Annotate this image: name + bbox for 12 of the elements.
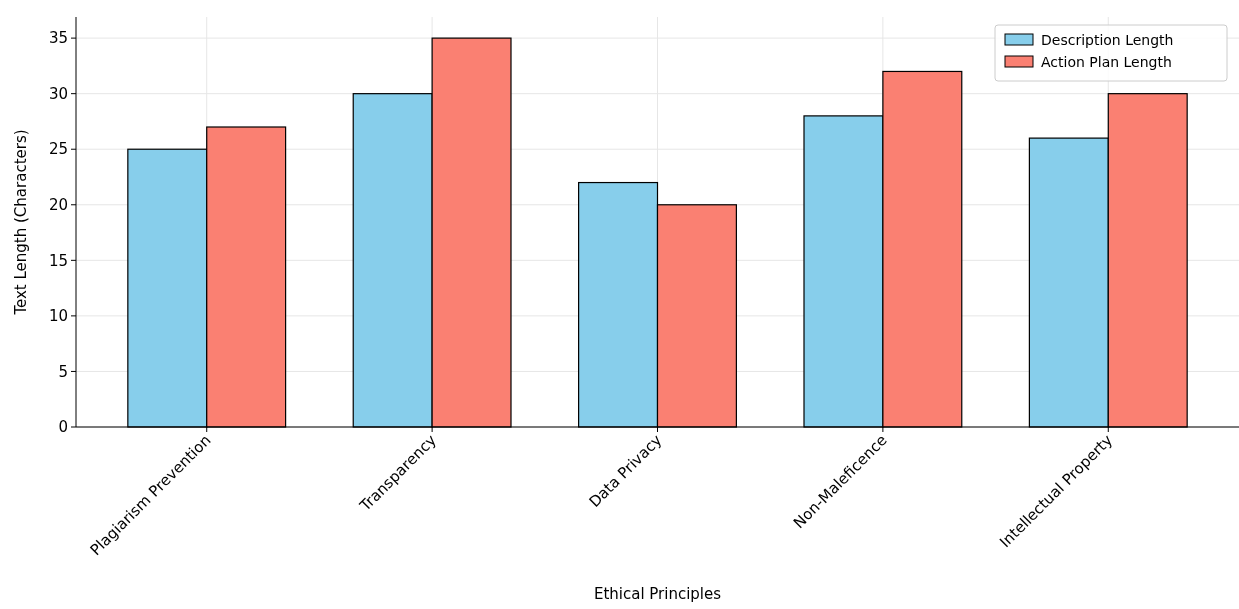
y-tick-label: 10 — [48, 307, 68, 326]
legend-label: Description Length — [1041, 31, 1174, 48]
y-tick-label: 5 — [58, 362, 68, 381]
y-tick-label: 25 — [48, 140, 68, 159]
y-tick-label: 15 — [48, 251, 68, 270]
y-tick-label: 35 — [48, 29, 68, 48]
y-axis-title: Text Length (Characters) — [12, 129, 30, 316]
y-tick-label: 30 — [48, 84, 68, 103]
legend-label: Action Plan Length — [1041, 53, 1172, 70]
y-tick-label: 20 — [48, 196, 68, 215]
y-tick-label: 0 — [58, 418, 68, 437]
x-axis-title: Ethical Principles — [593, 585, 722, 603]
